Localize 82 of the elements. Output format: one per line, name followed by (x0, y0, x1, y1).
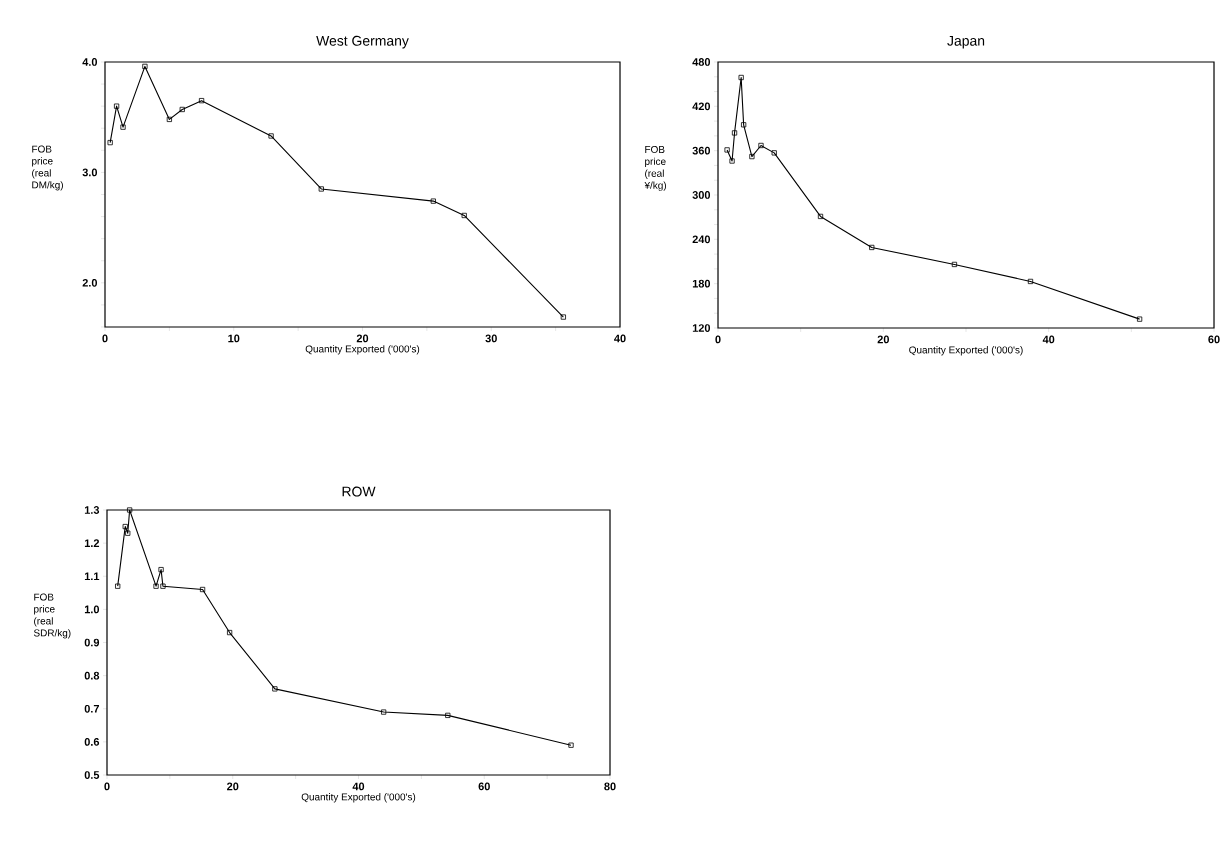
x-axis-title: Quantity Exported ('000's) (909, 346, 1023, 356)
y-tick-label: 420 (692, 102, 711, 111)
y-tick-label: 0.8 (84, 671, 100, 680)
x-tick-label: 30 (485, 334, 497, 343)
point (771, 150, 777, 156)
point (160, 583, 166, 589)
chart-title: ROW (342, 486, 376, 497)
point (430, 198, 436, 204)
point (381, 709, 387, 715)
x-tick-label: 60 (1208, 335, 1220, 344)
point (127, 507, 133, 513)
point (142, 63, 148, 70)
y-tick-label: 3.0 (82, 168, 98, 177)
point (198, 98, 205, 104)
x-tick-label: 0 (104, 782, 110, 791)
y-tick-label: 480 (692, 58, 711, 66)
y-tick-label: 1.3 (84, 506, 100, 514)
point (166, 116, 172, 123)
point (227, 629, 233, 636)
y-tick-label: 0.9 (84, 638, 100, 647)
line-series (724, 74, 1143, 322)
chart-title: Japan (947, 36, 985, 49)
point (113, 103, 120, 109)
point (560, 314, 566, 320)
y-tick-label: 120 (692, 324, 711, 332)
point (1027, 278, 1034, 285)
y-tick-label: 180 (692, 279, 711, 288)
point (179, 106, 185, 113)
x-tick-label: 60 (478, 782, 490, 791)
point (125, 530, 131, 536)
y-tick-label: 2.0 (82, 278, 98, 287)
x-tick-label: 0 (715, 335, 721, 344)
line-series (107, 63, 566, 320)
point (445, 712, 451, 718)
x-tick-label: 20 (227, 782, 239, 791)
chart-title: West Germany (316, 35, 409, 49)
y-tick-label: 0.7 (84, 704, 99, 713)
point (199, 586, 206, 593)
x-tick-label: 80 (604, 782, 616, 791)
point (738, 74, 744, 81)
y-tick-label: 0.5 (84, 771, 100, 779)
point (731, 130, 738, 136)
y-tick-label: 0.6 (84, 738, 100, 746)
x-tick-label: 0 (102, 334, 108, 343)
point (318, 186, 324, 192)
x-axis-title: Quantity Exported ('000's) (305, 345, 420, 355)
y-tick-label: 4.0 (82, 58, 98, 66)
point (729, 158, 735, 164)
point (817, 213, 824, 220)
point (758, 142, 764, 149)
point (1137, 316, 1143, 322)
y-axis-title: FOB price (real SDR/kg) (33, 593, 71, 639)
x-tick-label: 40 (352, 782, 365, 791)
y-tick-label: 1.0 (84, 605, 100, 614)
x-tick-label: 40 (1042, 335, 1055, 344)
y-tick-label: 360 (692, 146, 711, 155)
point (120, 124, 126, 130)
point (122, 523, 128, 530)
point (272, 686, 278, 692)
x-axis-title: Quantity Exported ('000's) (301, 793, 416, 803)
point (741, 122, 747, 128)
point (268, 133, 274, 139)
y-axis-title: FOB price (real DM/kg) (32, 145, 63, 191)
x-tick-label: 20 (877, 335, 889, 344)
point (749, 153, 755, 160)
point (724, 147, 730, 153)
point (115, 583, 121, 589)
point (951, 261, 958, 268)
y-axis-title: FOB price (real ¥/kg) (644, 145, 667, 191)
y-tick-label: 1.2 (84, 539, 100, 547)
x-tick-label: 40 (614, 334, 626, 343)
x-tick-label: 10 (228, 334, 240, 343)
point (461, 212, 467, 219)
y-tick-label: 240 (692, 235, 711, 244)
point (153, 583, 159, 589)
point (107, 139, 113, 146)
point (869, 244, 875, 251)
x-tick-label: 20 (356, 334, 369, 343)
y-tick-label: 1.1 (84, 572, 100, 581)
point (568, 742, 574, 748)
point (158, 567, 164, 573)
y-tick-label: 300 (692, 191, 711, 199)
